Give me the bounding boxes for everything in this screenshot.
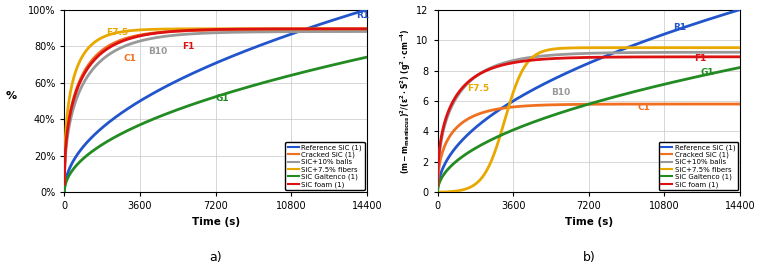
- Y-axis label: $\mathbf{(m-m_{meniscus})^2/(\varepsilon^2 \cdot S^2)\ (g^2 \cdot cm^{-4})}$: $\mathbf{(m-m_{meniscus})^2/(\varepsilon…: [399, 28, 413, 174]
- Text: R1: R1: [673, 23, 686, 32]
- Y-axis label: %: %: [5, 91, 17, 101]
- Text: F1: F1: [694, 54, 706, 63]
- Text: F7.5: F7.5: [107, 29, 129, 38]
- Text: B10: B10: [551, 88, 570, 97]
- Text: b): b): [582, 251, 595, 264]
- Legend: Reference SiC (1), Cracked SiC (1), SiC+10% balls, SiC+7.5% fibers, SiC Galtenco: Reference SiC (1), Cracked SiC (1), SiC+…: [659, 142, 738, 190]
- Text: G1: G1: [700, 68, 714, 77]
- Text: C1: C1: [123, 53, 136, 62]
- Text: F1: F1: [182, 42, 194, 51]
- Text: C1: C1: [637, 103, 650, 112]
- X-axis label: Time (s): Time (s): [565, 217, 613, 227]
- Text: R1: R1: [356, 11, 370, 20]
- X-axis label: Time (s): Time (s): [192, 217, 240, 227]
- Text: F7.5: F7.5: [467, 84, 489, 93]
- Text: B10: B10: [148, 46, 167, 55]
- Legend: Reference SiC (1), Cracked SiC (1), SiC+10% balls, SiC+7.5% fibers, SiC Galtenco: Reference SiC (1), Cracked SiC (1), SiC+…: [285, 142, 365, 190]
- Text: G1: G1: [215, 94, 229, 103]
- Text: a): a): [209, 251, 222, 264]
